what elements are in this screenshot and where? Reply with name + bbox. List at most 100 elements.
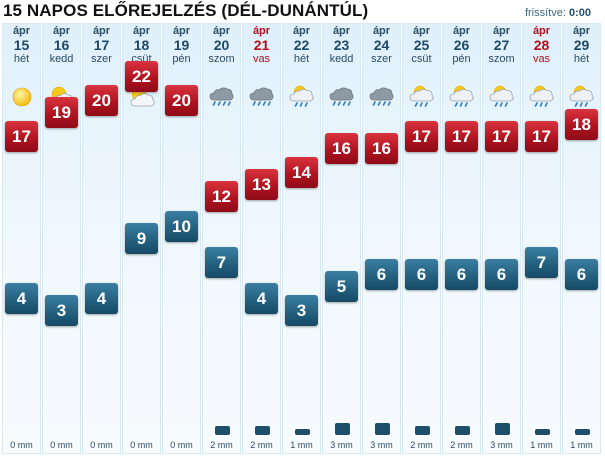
day-column[interactable]: ápr 28 vas 17 7 1 mm xyxy=(522,23,561,454)
day-month: ápr xyxy=(12,25,31,37)
sun-rain-icon xyxy=(288,84,316,110)
low-temp-badge: 3 xyxy=(45,295,78,326)
precip-amount: 2 mm xyxy=(410,440,433,450)
high-temp-badge: 14 xyxy=(285,157,318,188)
day-month: ápr xyxy=(452,25,471,37)
day-column[interactable]: ápr 18 csüt 22 9 0 mm xyxy=(122,23,161,454)
precip-amount: 0 mm xyxy=(90,440,113,450)
day-column[interactable]: ápr 20 szom 12 7 2 mm xyxy=(202,23,241,454)
day-column[interactable]: ápr 15 hét 17 4 0 mm xyxy=(2,23,41,454)
day-number: 15 xyxy=(13,37,30,53)
day-weekday: kedd xyxy=(329,53,354,65)
day-date: ápr 15 hét xyxy=(3,25,40,66)
precip-amount: 1 mm xyxy=(570,440,593,450)
low-temp-badge: 3 xyxy=(285,295,318,326)
precip-bar xyxy=(575,429,590,435)
day-month: ápr xyxy=(412,25,431,37)
high-temp-badge: 18 xyxy=(565,109,598,140)
rain-icon xyxy=(208,84,236,110)
updated-time: 0:00 xyxy=(568,7,591,19)
day-weekday: szom xyxy=(488,53,515,65)
precip-amount: 0 mm xyxy=(170,440,193,450)
day-weekday: kedd xyxy=(49,53,74,65)
precip-bar xyxy=(455,426,470,435)
day-weekday: szer xyxy=(91,53,112,65)
day-weekday: szom xyxy=(208,53,235,65)
day-month: ápr xyxy=(212,25,231,37)
day-column[interactable]: ápr 22 hét 14 3 1 mm xyxy=(282,23,321,454)
day-column[interactable]: ápr 21 vas 13 4 2 mm xyxy=(242,23,281,454)
day-date: ápr 29 hét xyxy=(563,25,600,66)
precip-amount: 1 mm xyxy=(290,440,313,450)
day-date: ápr 21 vas xyxy=(243,25,280,66)
precip-bar xyxy=(335,423,350,435)
precip-amount: 0 mm xyxy=(130,440,153,450)
day-month: ápr xyxy=(252,25,271,37)
forecast-grid: ápr 15 hét 17 4 0 mm ápr 16 kedd 19 3 0 mm ápr 17 szer… xyxy=(2,23,602,454)
day-month: ápr xyxy=(372,25,391,37)
low-temp-badge: 7 xyxy=(525,247,558,278)
sun-rain-icon xyxy=(448,84,476,110)
day-month: ápr xyxy=(52,25,71,37)
precip-amount: 2 mm xyxy=(210,440,233,450)
high-temp-badge: 16 xyxy=(325,133,358,164)
day-weekday: pén xyxy=(172,53,191,65)
precip-amount: 3 mm xyxy=(370,440,393,450)
day-column[interactable]: ápr 27 szom 17 6 3 mm xyxy=(482,23,521,454)
page-title: 15 NAPOS ELŐREJELZÉS (DÉL-DUNÁNTÚL) xyxy=(3,1,369,20)
day-number: 22 xyxy=(293,37,310,53)
day-column[interactable]: ápr 19 pén 20 10 0 mm xyxy=(162,23,201,454)
precip-bar xyxy=(215,426,230,435)
high-temp-badge: 20 xyxy=(85,85,118,116)
day-column[interactable]: ápr 26 pén 17 6 2 mm xyxy=(442,23,481,454)
day-date: ápr 16 kedd xyxy=(43,25,80,66)
day-date: ápr 18 csüt xyxy=(123,25,160,66)
precip-amount: 3 mm xyxy=(490,440,513,450)
day-column[interactable]: ápr 24 szer 16 6 3 mm xyxy=(362,23,401,454)
day-date: ápr 25 csüt xyxy=(403,25,440,66)
sun-icon xyxy=(8,84,36,110)
sun-rain-icon xyxy=(408,84,436,110)
high-temp-badge: 17 xyxy=(525,121,558,152)
precip-bar xyxy=(415,426,430,435)
sun-rain-icon xyxy=(568,84,596,110)
day-number: 23 xyxy=(333,37,350,53)
high-temp-badge: 22 xyxy=(125,61,158,92)
day-weekday: vas xyxy=(532,53,551,65)
day-date: ápr 23 kedd xyxy=(323,25,360,66)
sun-rain-icon xyxy=(488,84,516,110)
low-temp-badge: 6 xyxy=(365,259,398,290)
day-number: 26 xyxy=(453,37,470,53)
day-column[interactable]: ápr 23 kedd 16 5 3 mm xyxy=(322,23,361,454)
precip-amount: 3 mm xyxy=(330,440,353,450)
updated-timestamp: frissítve: 0:00 xyxy=(525,7,591,19)
day-date: ápr 17 szer xyxy=(83,25,120,66)
day-weekday: szer xyxy=(371,53,392,65)
rain-icon xyxy=(248,84,276,110)
day-column[interactable]: ápr 25 csüt 17 6 2 mm xyxy=(402,23,441,454)
day-month: ápr xyxy=(332,25,351,37)
low-temp-badge: 6 xyxy=(565,259,598,290)
day-month: ápr xyxy=(532,25,551,37)
low-temp-badge: 6 xyxy=(405,259,438,290)
day-date: ápr 27 szom xyxy=(483,25,520,66)
day-weekday: vas xyxy=(252,53,271,65)
day-number: 20 xyxy=(213,37,230,53)
low-temp-badge: 5 xyxy=(325,271,358,302)
precip-amount: 1 mm xyxy=(530,440,553,450)
day-column[interactable]: ápr 17 szer 20 4 0 mm xyxy=(82,23,121,454)
forecast-header: 15 NAPOS ELŐREJELZÉS (DÉL-DUNÁNTÚL) fris… xyxy=(0,0,605,22)
day-date: ápr 20 szom xyxy=(203,25,240,66)
day-date: ápr 19 pén xyxy=(163,25,200,66)
day-number: 16 xyxy=(53,37,70,53)
low-temp-badge: 6 xyxy=(485,259,518,290)
day-column[interactable]: ápr 29 hét 18 6 1 mm xyxy=(562,23,601,454)
day-number: 28 xyxy=(533,37,550,53)
precip-bar xyxy=(255,426,270,435)
day-date: ápr 26 pén xyxy=(443,25,480,66)
day-column[interactable]: ápr 16 kedd 19 3 0 mm xyxy=(42,23,81,454)
day-weekday: hét xyxy=(293,53,310,65)
day-month: ápr xyxy=(172,25,191,37)
day-weekday: csüt xyxy=(411,53,432,65)
day-number: 18 xyxy=(133,37,150,53)
